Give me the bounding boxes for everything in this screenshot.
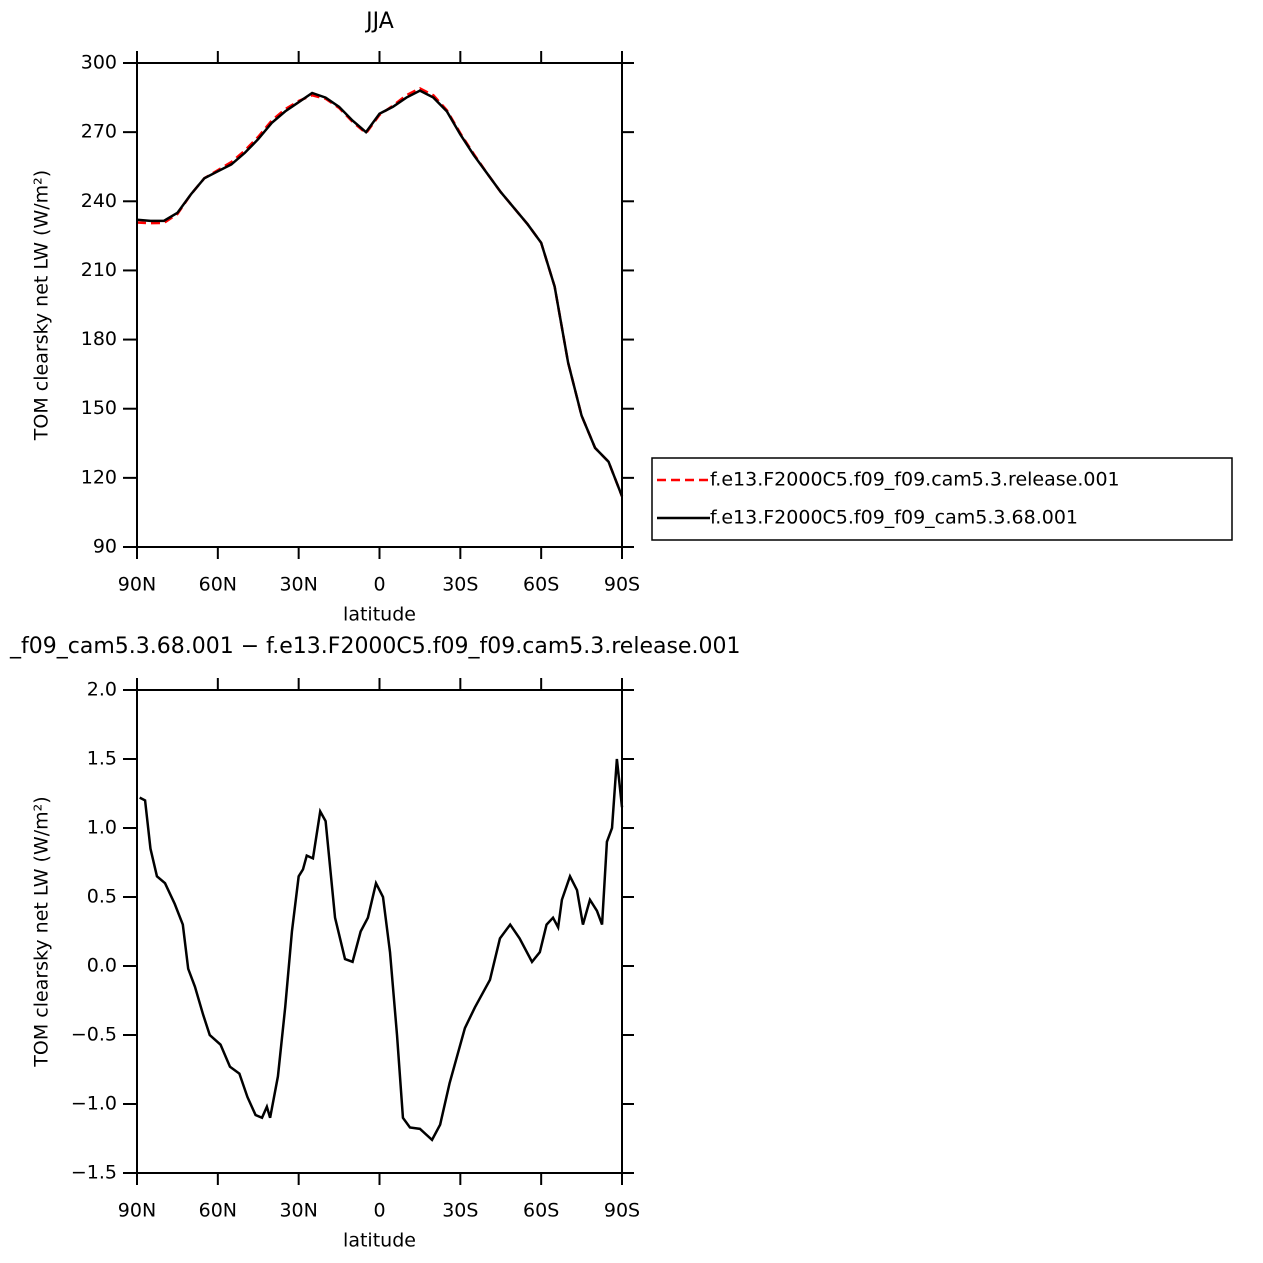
y-tick-label: 90 bbox=[93, 536, 117, 558]
x-tick-label: 90S bbox=[604, 574, 640, 596]
y-tick-label: 180 bbox=[81, 328, 117, 350]
y-axis-label: TOM clearsky net LW (W/m²) bbox=[31, 170, 53, 441]
y-tick-label: 270 bbox=[81, 121, 117, 143]
legend-box bbox=[651, 457, 1233, 541]
y-axis-label: TOM clearsky net LW (W/m²) bbox=[31, 796, 53, 1067]
data-line bbox=[139, 758, 624, 1142]
chart-title: _f09_cam5.3.68.001 − f.e13.F2000C5.f09_f… bbox=[9, 634, 740, 659]
data-line bbox=[136, 89, 624, 497]
y-tick-label: 1.0 bbox=[87, 817, 117, 839]
y-tick-label: 300 bbox=[81, 52, 117, 74]
y-tick-label: 210 bbox=[81, 259, 117, 281]
y-tick-label: 2.0 bbox=[87, 679, 117, 701]
y-tick-label: −1.5 bbox=[71, 1162, 117, 1184]
x-tick-label: 30S bbox=[442, 1200, 478, 1222]
x-tick-label: 60S bbox=[523, 574, 559, 596]
x-axis-label: latitude bbox=[343, 1230, 416, 1252]
y-tick-label: −1.0 bbox=[71, 1093, 117, 1115]
x-tick-label: 60S bbox=[523, 1200, 559, 1222]
x-tick-label: 60N bbox=[199, 1200, 237, 1222]
x-tick-label: 0 bbox=[373, 574, 385, 596]
x-tick-label: 90S bbox=[604, 1200, 640, 1222]
legend-label: f.e13.F2000C5.f09_f09.cam5.3.release.001 bbox=[710, 469, 1120, 491]
x-tick-label: 90N bbox=[118, 1200, 156, 1222]
x-tick-label: 30S bbox=[442, 574, 478, 596]
x-tick-label: 90N bbox=[118, 574, 156, 596]
x-axis-label: latitude bbox=[343, 604, 416, 626]
y-tick-label: 1.5 bbox=[87, 748, 117, 770]
y-tick-label: 0.0 bbox=[87, 955, 117, 977]
y-tick-label: 240 bbox=[81, 190, 117, 212]
plot-frame bbox=[136, 62, 623, 548]
x-tick-label: 30N bbox=[279, 574, 317, 596]
chart-title: JJA bbox=[364, 9, 394, 34]
legend-label: f.e13.F2000C5.f09_f09_cam5.3.68.001 bbox=[710, 507, 1078, 529]
x-tick-label: 60N bbox=[199, 574, 237, 596]
y-tick-label: 150 bbox=[81, 397, 117, 419]
y-tick-label: 0.5 bbox=[87, 886, 117, 908]
y-tick-label: −0.5 bbox=[71, 1024, 117, 1046]
y-tick-label: 120 bbox=[81, 466, 117, 488]
x-tick-label: 0 bbox=[373, 1200, 385, 1222]
x-tick-label: 30N bbox=[279, 1200, 317, 1222]
plot-frame bbox=[136, 689, 623, 1174]
data-line bbox=[136, 86, 624, 497]
